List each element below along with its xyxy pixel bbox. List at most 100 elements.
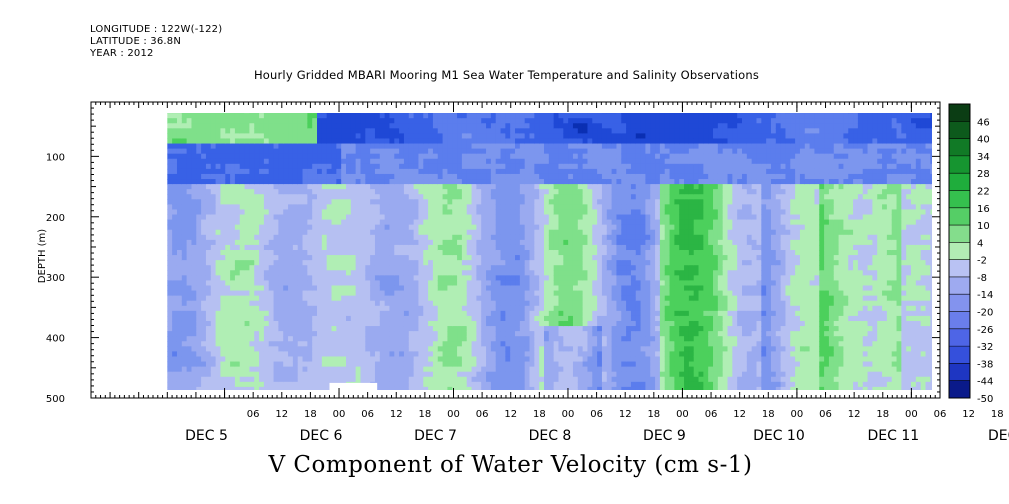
heatmap-cell — [558, 148, 564, 155]
heatmap-cell — [500, 341, 506, 347]
heatmap-cell — [283, 204, 289, 211]
heatmap-cell — [307, 280, 313, 287]
heatmap-cell — [519, 255, 526, 261]
heatmap-cell — [273, 179, 279, 185]
heatmap-cell — [423, 214, 429, 221]
heatmap-cell — [403, 173, 410, 180]
heatmap-cell — [230, 219, 236, 226]
heatmap-cell — [283, 138, 289, 145]
heatmap-cell — [403, 255, 410, 261]
heatmap-cell — [529, 234, 535, 241]
heatmap-cell — [336, 290, 342, 297]
heatmap-cell — [515, 229, 521, 236]
heatmap-cell — [196, 381, 202, 388]
heatmap-cell — [572, 143, 579, 150]
heatmap-cell — [210, 361, 217, 368]
heatmap-cell — [495, 204, 502, 211]
heatmap-cell — [191, 194, 197, 200]
heatmap-cell — [500, 331, 506, 337]
heatmap-cell — [263, 270, 270, 276]
heatmap-cell — [288, 386, 294, 390]
heatmap-cell — [447, 163, 453, 170]
heatmap-cell — [374, 331, 381, 337]
heatmap-cell — [225, 163, 231, 170]
heatmap-cell — [437, 336, 444, 342]
heatmap-cell — [452, 320, 458, 327]
heatmap-cell — [176, 336, 183, 342]
heatmap-cell — [254, 179, 260, 185]
heatmap-cell — [230, 113, 236, 119]
heatmap-cell — [355, 371, 362, 378]
heatmap-cell — [500, 113, 506, 119]
heatmap-cell — [167, 336, 173, 342]
heatmap-cell — [413, 189, 420, 195]
heatmap-cell — [418, 356, 424, 363]
heatmap-cell — [307, 250, 313, 256]
heatmap-cell — [486, 179, 492, 185]
heatmap-cell — [481, 244, 487, 251]
heatmap-cell — [321, 386, 328, 390]
heatmap-cell — [577, 336, 584, 342]
heatmap-cell — [519, 158, 526, 165]
heatmap-cell — [399, 346, 405, 352]
heatmap-cell — [254, 143, 260, 150]
heatmap-cell — [201, 113, 207, 114]
heatmap-cell — [350, 199, 357, 205]
heatmap-cell — [379, 234, 386, 241]
heatmap-cell — [548, 386, 555, 390]
heatmap-cell — [172, 285, 178, 292]
heatmap-cell — [563, 219, 569, 226]
heatmap-cell — [350, 305, 357, 312]
heatmap-cell — [191, 326, 197, 332]
heatmap-cell — [548, 336, 555, 342]
heatmap-cell — [447, 290, 453, 297]
heatmap-cell — [360, 356, 366, 363]
heatmap-cell — [365, 138, 371, 145]
heatmap-cell — [394, 250, 400, 256]
heatmap-cell — [292, 113, 299, 119]
heatmap-cell — [442, 315, 449, 322]
heatmap-cell — [457, 315, 463, 322]
heatmap-cell — [384, 351, 391, 358]
heatmap-cell — [563, 336, 569, 342]
heatmap-cell — [317, 346, 323, 352]
heatmap-cell — [510, 118, 516, 124]
heatmap-cell — [534, 113, 540, 114]
heatmap-cell — [548, 113, 555, 119]
heatmap-cell — [408, 336, 415, 342]
heatmap-cell — [577, 265, 584, 271]
heatmap-cell — [288, 351, 294, 358]
heatmap-cell — [244, 270, 251, 276]
heatmap-cell — [447, 189, 453, 195]
heatmap-cell — [288, 219, 294, 226]
heatmap-cell — [205, 356, 212, 363]
heatmap-cell — [312, 133, 318, 140]
heatmap-cell — [486, 371, 492, 378]
heatmap-cell — [379, 113, 386, 119]
heatmap-cell — [577, 326, 584, 332]
heatmap-cell — [457, 143, 463, 150]
heatmap-cell — [191, 219, 197, 226]
heatmap-cell — [234, 184, 241, 190]
heatmap-cell — [297, 381, 304, 388]
heatmap-cell — [355, 239, 362, 246]
heatmap-cell — [558, 280, 564, 287]
heatmap-cell — [534, 204, 540, 211]
heatmap-cell — [181, 113, 188, 114]
heatmap-cell — [568, 371, 574, 378]
heatmap-cell — [418, 366, 424, 373]
heatmap-cell — [471, 123, 477, 129]
heatmap-cell — [432, 123, 439, 129]
heatmap-cell — [254, 341, 260, 347]
heatmap-cell — [553, 158, 560, 165]
heatmap-cell — [572, 204, 579, 211]
heatmap-cell — [471, 138, 477, 145]
heatmap-cell — [577, 295, 584, 302]
heatmap-cell — [432, 351, 439, 358]
heatmap-cell — [220, 153, 226, 160]
heatmap-cell — [220, 173, 226, 180]
heatmap-cell — [201, 270, 207, 276]
heatmap-cell — [442, 118, 449, 124]
heatmap-cell — [553, 189, 560, 195]
heatmap-cell — [577, 113, 584, 114]
